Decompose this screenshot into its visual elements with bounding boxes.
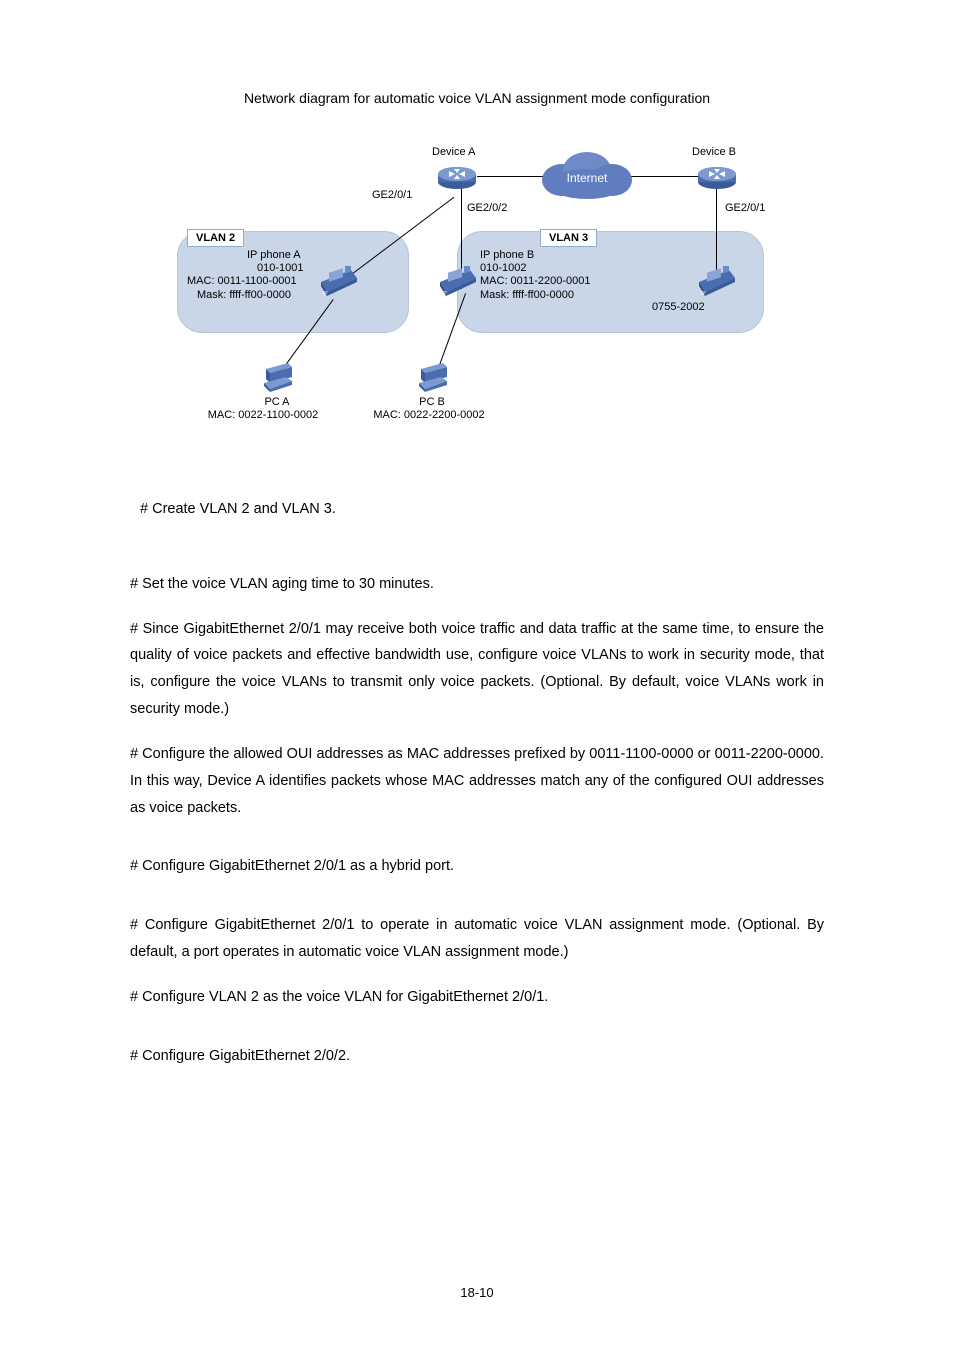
diagram-title: Network diagram for automatic voice VLAN… xyxy=(130,90,824,106)
ge201-a-label: GE2/0/1 xyxy=(372,189,412,202)
paragraph-6: # Configure GigabitEthernet 2/0/1 to ope… xyxy=(130,912,824,966)
ge201-b-label: GE2/0/1 xyxy=(725,202,765,215)
paragraph-1: # Create VLAN 2 and VLAN 3. xyxy=(130,496,824,523)
phone-a-label: IP phone A 010-1001 MAC: 0011-1100-0001 … xyxy=(217,249,304,302)
device-b-icon xyxy=(697,164,737,190)
ip-phone-b-icon: IP xyxy=(438,266,478,296)
page: Network diagram for automatic voice VLAN… xyxy=(0,0,954,1350)
vlan3-label: VLAN 3 xyxy=(540,229,597,247)
ge202-label: GE2/0/2 xyxy=(467,202,507,215)
device-a-label: Device A xyxy=(432,146,475,159)
phone-c-label: 0755-2002 xyxy=(652,301,705,314)
pc-a-icon xyxy=(262,361,296,393)
network-diagram: VLAN 2 VLAN 3 Internet xyxy=(177,126,777,446)
paragraph-8: # Configure GigabitEthernet 2/0/2. xyxy=(130,1043,824,1070)
page-number: 18-10 xyxy=(0,1285,954,1300)
device-a-icon xyxy=(437,164,477,190)
internet-cloud: Internet xyxy=(537,150,637,200)
link xyxy=(627,176,702,177)
paragraph-4: # Configure the allowed OUI addresses as… xyxy=(130,741,824,821)
paragraph-2: # Set the voice VLAN aging time to 30 mi… xyxy=(130,571,824,598)
ip-phone-c-icon: IP xyxy=(697,266,737,296)
ip-phone-a-icon: IP xyxy=(319,266,359,296)
pc-b-icon xyxy=(417,361,451,393)
svg-text:IP: IP xyxy=(701,291,706,296)
svg-text:IP: IP xyxy=(442,291,447,296)
svg-text:IP: IP xyxy=(323,291,328,296)
phone-b-label: IP phone B 010-1002 MAC: 0011-2200-0001 … xyxy=(480,249,590,302)
svg-text:Internet: Internet xyxy=(567,171,608,185)
vlan2-label: VLAN 2 xyxy=(187,229,244,247)
paragraph-5: # Configure GigabitEthernet 2/0/1 as a h… xyxy=(130,853,824,880)
paragraph-3: # Since GigabitEthernet 2/0/1 may receiv… xyxy=(130,616,824,723)
device-b-label: Device B xyxy=(692,146,736,159)
pc-a-label: PC A MAC: 0022-1100-0002 xyxy=(222,396,332,422)
pc-b-label: PC B MAC: 0022-2200-0002 xyxy=(377,396,487,422)
paragraph-7: # Configure VLAN 2 as the voice VLAN for… xyxy=(130,984,824,1011)
